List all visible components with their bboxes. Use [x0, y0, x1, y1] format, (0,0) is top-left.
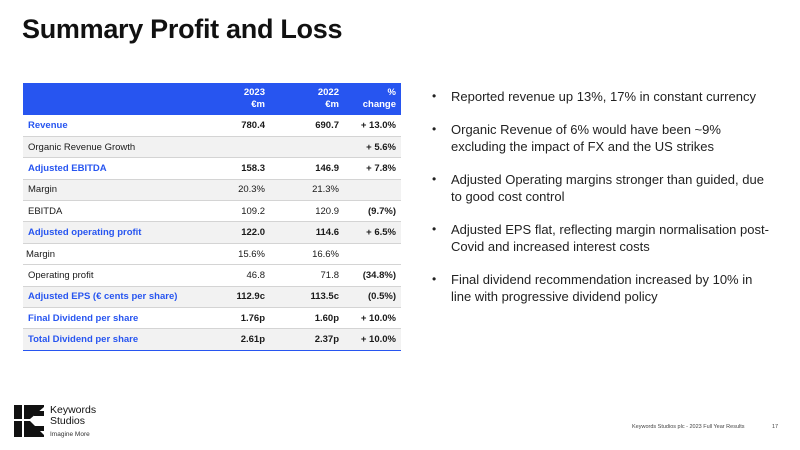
header-change: % change — [344, 83, 401, 115]
table-row: Final Dividend per share 1.76p 1.60p + 1… — [23, 307, 401, 330]
row-2022 — [270, 136, 344, 159]
bullet-icon: • — [432, 89, 437, 103]
row-label: Organic Revenue Growth — [23, 136, 193, 159]
bullet-text: Organic Revenue of 6% would have been ~9… — [451, 122, 721, 154]
row-2022: 71.8 — [270, 264, 344, 287]
header-change-label: change — [362, 99, 396, 110]
row-2023: 158.3 — [193, 157, 270, 180]
row-change: (0.5%) — [344, 286, 401, 309]
row-change: + 13.0% — [344, 115, 401, 137]
row-2023: 20.3% — [193, 179, 270, 202]
row-2023: 1.76p — [193, 307, 270, 330]
row-change: + 6.5% — [344, 221, 401, 244]
logo-name-line1: Keywords — [50, 404, 97, 416]
table-row: Margin 20.3% 21.3% — [23, 179, 401, 202]
row-label: Margin — [23, 179, 193, 202]
row-2022: 146.9 — [270, 157, 344, 180]
footer-text: Keywords Studios plc - 2023 Full Year Re… — [632, 424, 745, 430]
list-item: • Reported revenue up 13%, 17% in constan… — [430, 88, 775, 105]
table-row: Total Dividend per share 2.61p 2.37p + 1… — [23, 328, 401, 351]
logo-tagline: Imagine More — [50, 431, 90, 438]
header-label-cell — [23, 83, 193, 115]
table-row: Adjusted EPS (€ cents per share) 112.9c … — [23, 286, 401, 309]
list-item: • Adjusted Operating margins stronger tha… — [430, 171, 775, 205]
table-row: EBITDA 109.2 120.9 (9.7%) — [23, 200, 401, 223]
row-2023: 122.0 — [193, 221, 270, 244]
row-label: Adjusted EBITDA — [23, 157, 193, 180]
row-2023: 780.4 — [193, 115, 270, 137]
row-label: Adjusted EPS (€ cents per share) — [23, 286, 193, 309]
row-2022: 16.6% — [270, 243, 344, 266]
company-logo: Keywords Studios Imagine More — [14, 405, 96, 440]
header-2022-year: 2022 — [317, 87, 339, 98]
row-2022: 114.6 — [270, 221, 344, 244]
row-label: Total Dividend per share — [23, 328, 193, 351]
keywords-logo-icon — [14, 405, 44, 437]
row-change: + 7.8% — [344, 157, 401, 180]
header-2023-unit: €m — [251, 99, 265, 110]
row-label: Operating profit — [23, 264, 193, 287]
profit-loss-table: 2023 €m 2022 €m % change Revenue 780.4 6… — [23, 83, 401, 351]
table-row: Adjusted EBITDA 158.3 146.9 + 7.8% — [23, 157, 401, 180]
header-change-symbol: % — [387, 87, 396, 98]
row-2023: 2.61p — [193, 328, 270, 351]
bullet-text: Reported revenue up 13%, 17% in constant… — [451, 89, 756, 104]
table-row: Organic Revenue Growth + 5.6% — [23, 136, 401, 159]
bullet-icon: • — [432, 222, 437, 236]
table-header-row: 2023 €m 2022 €m % change — [23, 83, 401, 115]
row-label: Final Dividend per share — [23, 307, 193, 330]
row-2023: 46.8 — [193, 264, 270, 287]
bullet-text: Adjusted EPS flat, reflecting margin nor… — [451, 222, 769, 254]
header-2022-unit: €m — [325, 99, 339, 110]
page-number: 17 — [772, 424, 779, 430]
bullet-text: Final dividend recommendation increased … — [451, 272, 753, 304]
row-2023: 112.9c — [193, 286, 270, 309]
row-change — [344, 243, 401, 266]
row-change: + 5.6% — [344, 136, 401, 159]
row-label: Adjusted operating profit — [23, 221, 193, 244]
row-2022: 1.60p — [270, 307, 344, 330]
bullet-icon: • — [432, 272, 437, 286]
table-row: Operating profit 46.8 71.8 (34.8%) — [23, 264, 401, 287]
row-change — [344, 179, 401, 202]
row-2023 — [193, 136, 270, 159]
bullet-icon: • — [432, 122, 437, 136]
bullet-icon: • — [432, 172, 437, 186]
list-item: • Adjusted EPS flat, reflecting margin no… — [430, 221, 775, 255]
row-change: + 10.0% — [344, 328, 401, 351]
logo-name-line2: Studios — [50, 415, 86, 427]
header-2023-year: 2023 — [243, 87, 265, 98]
header-2023: 2023 €m — [193, 83, 270, 115]
row-change: (9.7%) — [344, 200, 401, 223]
row-2022: 690.7 — [270, 115, 344, 137]
list-item: • Final dividend recommendation increased… — [430, 271, 775, 305]
row-change: (34.8%) — [344, 264, 401, 287]
table-row: Revenue 780.4 690.7 + 13.0% — [23, 115, 401, 137]
row-label: EBITDA — [23, 200, 193, 223]
row-label: Revenue — [23, 115, 193, 137]
highlights-list: • Reported revenue up 13%, 17% in constan… — [430, 88, 775, 321]
list-item: • Organic Revenue of 6% would have been ~… — [430, 121, 775, 155]
row-2022: 120.9 — [270, 200, 344, 223]
row-2022: 2.37p — [270, 328, 344, 351]
bullet-text: Adjusted Operating margins stronger than… — [451, 172, 764, 204]
row-2022: 21.3% — [270, 179, 344, 202]
row-2022: 113.5c — [270, 286, 344, 309]
table-row: Margin 15.6% 16.6% — [23, 243, 401, 266]
header-2022: 2022 €m — [270, 83, 344, 115]
row-change: + 10.0% — [344, 307, 401, 330]
row-2023: 15.6% — [193, 243, 270, 266]
row-label: Margin — [23, 243, 193, 266]
table-row: Adjusted operating profit 122.0 114.6 + … — [23, 221, 401, 244]
row-2023: 109.2 — [193, 200, 270, 223]
slide-title: Summary Profit and Loss — [22, 14, 343, 44]
